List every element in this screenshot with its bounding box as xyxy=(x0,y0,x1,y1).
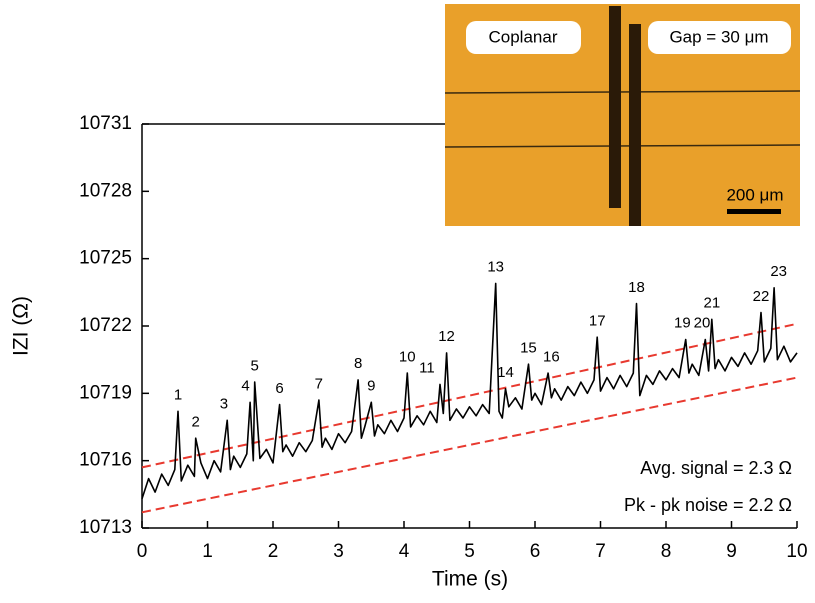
x-tick-label: 7 xyxy=(595,541,606,562)
x-tick-label: 10 xyxy=(786,541,807,562)
peak-label: 2 xyxy=(192,413,200,430)
note: Avg. signal = 2.3 Ω xyxy=(640,458,792,478)
peak-label: 18 xyxy=(628,279,645,296)
y-tick-label: 10722 xyxy=(79,315,132,336)
peak-label: 16 xyxy=(543,348,560,365)
peak-label: 8 xyxy=(354,355,362,372)
y-tick-label: 10719 xyxy=(79,382,132,403)
x-tick-label: 6 xyxy=(530,541,541,562)
inset-electrode xyxy=(629,24,641,226)
peak-label: 7 xyxy=(315,375,323,392)
x-tick-label: 2 xyxy=(268,541,279,562)
peak-label: 9 xyxy=(367,378,375,395)
x-tick-label: 8 xyxy=(661,541,672,562)
x-tick-label: 1 xyxy=(202,541,213,562)
fit-line xyxy=(141,322,798,469)
peak-label: 6 xyxy=(275,380,283,397)
inset-trace xyxy=(444,90,801,94)
y-axis-label: IZI (Ω) xyxy=(10,296,33,356)
x-tick-label: 9 xyxy=(726,541,737,562)
x-tick-label: 4 xyxy=(399,541,410,562)
signal-line xyxy=(141,282,798,500)
y-tick-label: 10731 xyxy=(79,113,132,134)
peak-label: 10 xyxy=(399,348,416,365)
inset-label: Gap = 30 μm xyxy=(669,27,768,46)
peak-label: 17 xyxy=(589,312,606,329)
y-tick-label: 10716 xyxy=(79,450,132,471)
scale-bar xyxy=(727,209,781,214)
peak-label: 4 xyxy=(241,378,249,395)
peak-label: 22 xyxy=(753,288,770,305)
x-tick-label: 3 xyxy=(333,541,344,562)
peak-label: 1 xyxy=(174,387,182,404)
peak-label: 21 xyxy=(704,295,721,312)
peak-label: 20 xyxy=(694,315,711,332)
peak-label: 11 xyxy=(419,360,435,377)
peak-label: 19 xyxy=(674,315,691,332)
peak-label: 3 xyxy=(220,396,228,413)
inset-trace xyxy=(444,144,801,148)
x-tick-label: 5 xyxy=(464,541,475,562)
peak-label: 23 xyxy=(770,263,787,280)
y-tick-label: 10725 xyxy=(79,248,132,269)
x-axis-label: Time (s) xyxy=(432,568,508,591)
peak-label: 15 xyxy=(520,339,537,356)
peak-label: 12 xyxy=(438,328,455,345)
inset-label: Coplanar xyxy=(489,27,558,46)
inset-label-box xyxy=(466,21,581,54)
inset-label-box xyxy=(648,21,791,54)
scale-bar-label: 200 μm xyxy=(726,185,783,204)
y-tick-label: 10713 xyxy=(79,517,132,538)
peak-label: 14 xyxy=(497,364,514,381)
inset-image: Coplanar Gap = 30 μm 200 μm xyxy=(444,4,801,226)
peak-label: 13 xyxy=(487,259,504,276)
x-tick-label: 0 xyxy=(137,541,148,562)
peak-label: 5 xyxy=(250,357,258,374)
note: Pk - pk noise = 2.2 Ω xyxy=(624,495,792,515)
y-tick-label: 10728 xyxy=(79,180,132,201)
inset-electrode xyxy=(609,6,621,208)
